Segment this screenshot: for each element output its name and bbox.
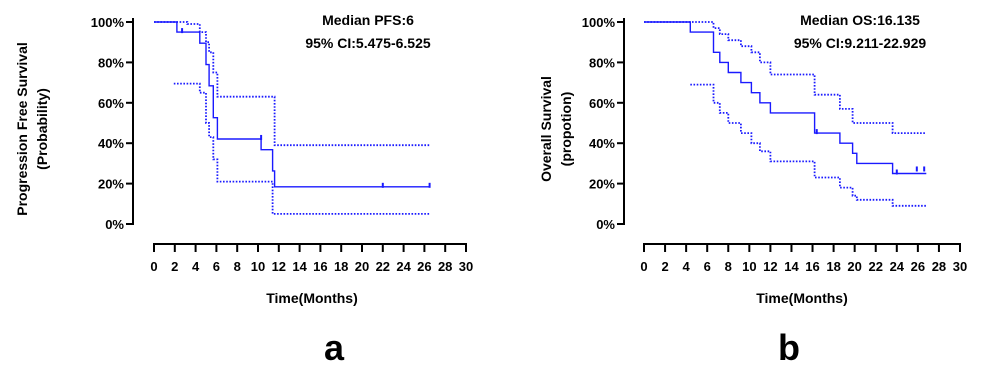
y-axis-title: Overall Survival	[538, 76, 554, 182]
x-tick-label: 24	[396, 259, 411, 274]
x-tick-label: 10	[251, 259, 265, 274]
x-tick-label: 30	[459, 259, 473, 274]
x-tick-label: 14	[784, 259, 799, 274]
panel-a-pfs-chart: 0%20%40%60%80%100%0 2 4 6 8 10 12 14 16 18 20 22 24 2…	[14, 12, 473, 366]
y-tick-label: 60%	[98, 96, 124, 111]
panel-letter: a	[324, 327, 345, 366]
x-tick-label: 0	[150, 259, 157, 274]
y-tick-label: 20%	[589, 177, 615, 192]
x-tick-label: 16	[805, 259, 819, 274]
x-tick-label: 0	[640, 259, 647, 274]
x-tick-label: 14	[292, 259, 307, 274]
x-tick-label: 20	[355, 259, 369, 274]
y-tick-label: 20%	[98, 177, 124, 192]
x-tick-label: 16	[313, 259, 327, 274]
x-tick-label: 12	[763, 259, 777, 274]
y-tick-label: 60%	[589, 96, 615, 111]
ci-annotation: 95% CI:5.475-6.525	[305, 35, 431, 51]
x-tick-label: 2	[661, 259, 668, 274]
x-tick-label: 2	[171, 259, 178, 274]
x-tick-label: 28	[438, 259, 452, 274]
x-tick-label: 20	[847, 259, 861, 274]
x-tick-label: 28	[932, 259, 946, 274]
y-axis-subtitle: (propotion)	[558, 92, 574, 167]
x-tick-label: 22	[376, 259, 390, 274]
x-tick-label: 4	[192, 259, 200, 274]
ci-band-line	[644, 21, 927, 134]
y-tick-label: 40%	[589, 136, 615, 151]
panel-letter: b	[778, 327, 800, 366]
ci-band-line	[690, 83, 927, 207]
ci-band-line	[173, 82, 430, 215]
y-tick-label: 40%	[98, 136, 124, 151]
x-tick-label: 4	[683, 259, 691, 274]
y-axis-subtitle: (Probability)	[34, 88, 50, 170]
y-tick-label: 100%	[582, 15, 616, 30]
x-tick-label: 30	[953, 259, 967, 274]
panel-b-os-chart: 0%20%40%60%80%100%0 2 4 6 8 10 12 14 16 18 20 22 24 2…	[538, 12, 967, 366]
x-tick-label: 10	[742, 259, 756, 274]
y-axis-title: Progression Free Survival	[14, 42, 30, 216]
x-tick-label: 24	[890, 259, 905, 274]
x-tick-label: 22	[868, 259, 882, 274]
x-axis-title: Time(Months)	[756, 290, 848, 306]
x-tick-label: 6	[704, 259, 711, 274]
y-tick-label: 0%	[105, 217, 124, 232]
survival-curve-line	[644, 21, 927, 175]
y-tick-label: 80%	[589, 55, 615, 70]
y-tick-label: 80%	[98, 55, 124, 70]
median-annotation: Median OS:16.135	[800, 12, 920, 28]
x-tick-label: 8	[725, 259, 732, 274]
y-tick-label: 0%	[596, 217, 615, 232]
x-tick-label: 8	[234, 259, 241, 274]
ci-annotation: 95% CI:9.211-22.929	[794, 35, 927, 51]
x-axis-title: Time(Months)	[266, 290, 358, 306]
x-tick-label: 12	[272, 259, 286, 274]
x-tick-label: 6	[213, 259, 220, 274]
x-tick-label: 18	[334, 259, 348, 274]
survival-curve-line	[154, 21, 430, 188]
median-annotation: Median PFS:6	[322, 12, 414, 28]
x-tick-label: 26	[911, 259, 925, 274]
x-tick-label: 26	[417, 259, 431, 274]
y-tick-label: 100%	[91, 15, 125, 30]
x-tick-label: 18	[826, 259, 840, 274]
